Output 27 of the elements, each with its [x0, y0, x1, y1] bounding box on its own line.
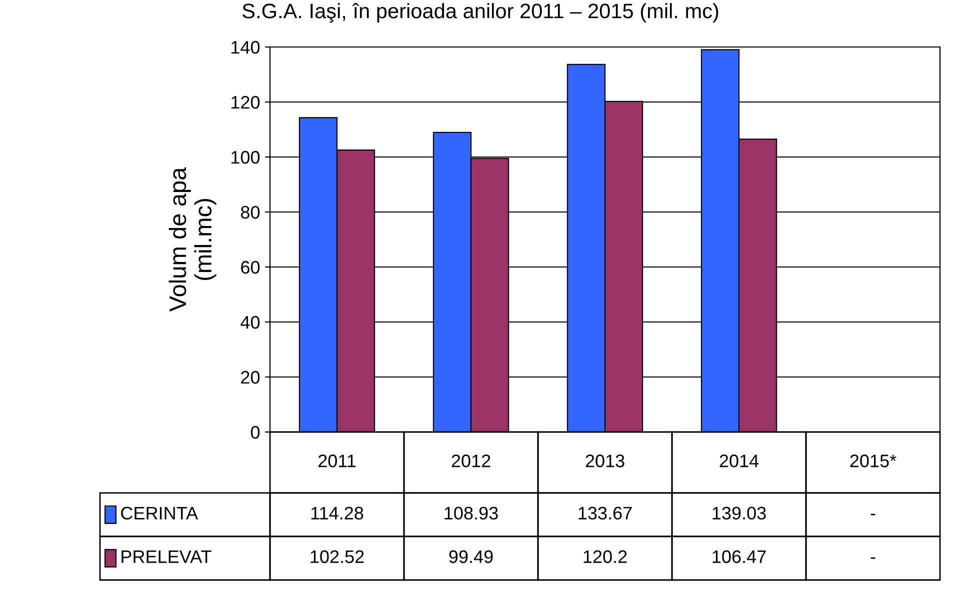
text: -: [870, 557, 876, 559]
x-tick-label: 2014: [720, 454, 759, 468]
y-tick-label: 20: [241, 370, 260, 384]
legend-label: PRELEVAT: [122, 550, 212, 563]
x-tick-label: 2015*: [850, 454, 896, 468]
chart-title: S.G.A. Iaşi, în perioada anilor 2011 – 2015 (mil. mc): [242, 3, 718, 23]
text: -: [870, 514, 876, 516]
y-tick-label: 100: [232, 150, 260, 164]
x-tick-label: 2013: [586, 454, 624, 468]
y-tick-label: 120: [232, 96, 260, 109]
x-tick-label: 2011: [318, 454, 356, 468]
y-tick-label: 80: [240, 206, 260, 219]
y-tick-label: 40: [240, 316, 260, 329]
data-label: 133.67: [578, 506, 632, 520]
data-label: 102.52: [310, 550, 364, 564]
data-label: 106.47: [712, 550, 766, 564]
y-axis-title: Volum de apa (mil.mc): [168, 167, 216, 312]
legend-label: CERINTA: [121, 506, 198, 520]
data-label: 139.03: [712, 506, 766, 520]
data-label: 99.49: [449, 550, 493, 564]
data-label: 108.93: [444, 506, 498, 520]
y-tick-label: 140: [232, 40, 260, 54]
y-tick-label: 60: [241, 260, 260, 274]
y-tick-label: 0: [250, 426, 260, 439]
data-label: 120.2: [584, 550, 627, 564]
data-label: 114.28: [311, 506, 364, 520]
x-tick-label: 2012: [452, 454, 490, 468]
